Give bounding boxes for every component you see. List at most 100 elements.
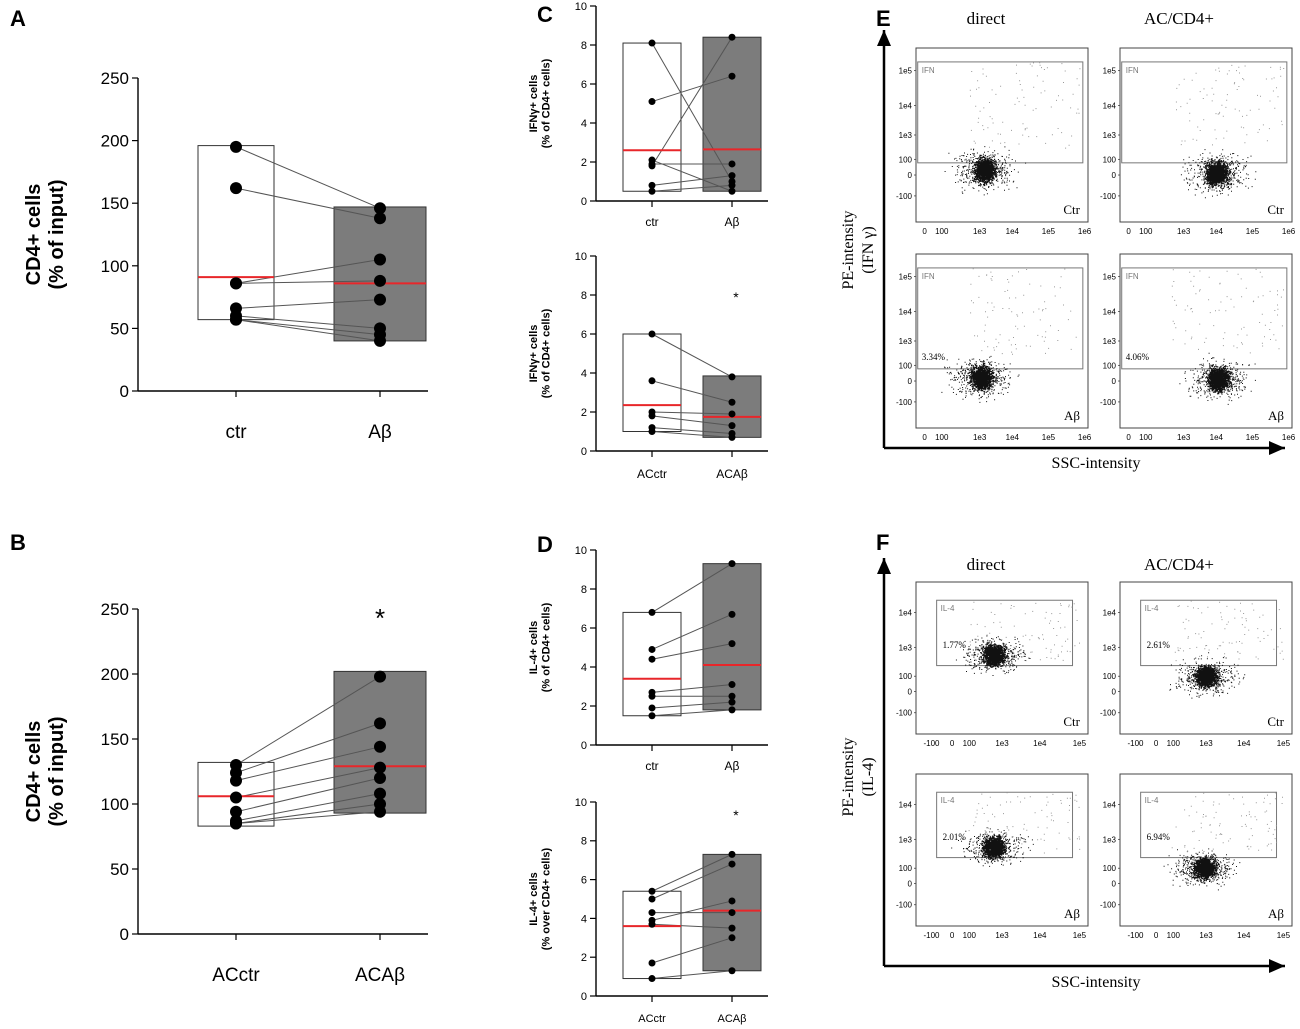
data-point bbox=[374, 740, 386, 753]
flow-y-tick-label: 0 bbox=[1112, 687, 1117, 696]
pair-line bbox=[651, 184, 733, 192]
flow-x-label: SSC-intensity bbox=[1052, 455, 1141, 472]
flow-x-tick-label: 0 bbox=[1154, 739, 1159, 748]
pair-line bbox=[651, 427, 733, 434]
chart-b: 0 50 100 150 200 250 ACctr ACAβ CD4+ cells(% of … bbox=[10, 530, 428, 986]
arrowhead-up-icon bbox=[877, 30, 891, 46]
data-point bbox=[374, 334, 386, 347]
flow-x-tick-label: 0 bbox=[1126, 433, 1131, 442]
flow-y-tick-label: 1e3 bbox=[1103, 835, 1117, 844]
data-point bbox=[728, 934, 736, 942]
gate-rectangle bbox=[1121, 267, 1288, 370]
data-point bbox=[230, 805, 242, 818]
flow-x-tick-label: 0 bbox=[1154, 931, 1159, 940]
data-point bbox=[648, 608, 656, 616]
category-label: ACctr bbox=[212, 965, 260, 986]
pair-line bbox=[235, 146, 381, 209]
chart-c-top: 0 2 4 6 8 10 ctr Aβ IFNγ+ cells(% of CD4+ cells)… bbox=[528, 1, 768, 229]
pair-line bbox=[235, 319, 381, 342]
flow-x-tick-label: 1e5 bbox=[1042, 433, 1056, 442]
y-tick-label: 150 bbox=[101, 730, 129, 749]
flow-y-tick-label: 1e4 bbox=[1103, 608, 1117, 617]
flow-x-tick-label: -100 bbox=[1127, 739, 1144, 748]
pair-line bbox=[651, 333, 733, 378]
y-tick-label: 250 bbox=[101, 600, 129, 619]
data-point bbox=[728, 897, 736, 905]
flow-y-tick-label: -100 bbox=[1100, 192, 1117, 201]
condition-label: Ctr bbox=[1063, 714, 1080, 729]
flow-y-tick-label: 0 bbox=[908, 687, 913, 696]
scatter-plot: 1e5 1e4 1e3 100 0 -100 0 100 1e3 1e4 1e5 1e6 IFN Ctr bbox=[1100, 47, 1296, 236]
y-axis-label-line: (% of input) bbox=[46, 717, 68, 827]
pair-line bbox=[651, 709, 733, 717]
event-cloud bbox=[1163, 848, 1241, 891]
flow-y-tick-label: 1e3 bbox=[899, 643, 913, 652]
condition-label: Aβ bbox=[1064, 408, 1080, 423]
pair-line bbox=[235, 803, 381, 824]
condition-label: Aβ bbox=[1268, 408, 1284, 423]
arrowhead-right-icon bbox=[1269, 441, 1285, 455]
flow-y-tick-label: 100 bbox=[899, 864, 913, 873]
pair-line bbox=[651, 75, 733, 103]
data-point bbox=[648, 712, 656, 720]
flow-y-label: PE-intensity (IL-4) bbox=[840, 737, 877, 816]
data-point bbox=[648, 330, 656, 338]
flow-x-tick-label: 1e5 bbox=[1246, 433, 1260, 442]
data-point bbox=[648, 428, 656, 435]
flow-y-tick-label: 100 bbox=[1103, 672, 1117, 681]
y-tick-label: 10 bbox=[575, 1, 587, 13]
y-tick-label: 0 bbox=[581, 446, 587, 458]
data-point bbox=[728, 410, 736, 418]
data-point bbox=[648, 704, 656, 712]
flow-y-label-line: PE-intensity bbox=[840, 737, 857, 816]
event-cloud bbox=[944, 146, 1027, 196]
chart-d-top: 0 2 4 6 8 10 ctr Aβ IL-4+ cells(% of CD4+ cells)… bbox=[528, 532, 768, 773]
y-tick-label: 8 bbox=[581, 290, 587, 302]
flow-x-tick-label: 0 bbox=[922, 433, 927, 442]
data-point bbox=[648, 181, 656, 189]
flow-x-tick-label: 1e3 bbox=[1177, 433, 1191, 442]
data-point bbox=[728, 967, 736, 975]
flow-y-tick-label: 1e4 bbox=[899, 608, 913, 617]
flow-x-tick-label: 100 bbox=[1167, 739, 1181, 748]
flow-x-label: SSC-intensity bbox=[1052, 974, 1141, 991]
event-cloud bbox=[1179, 352, 1256, 405]
event-cloud bbox=[1180, 149, 1257, 199]
flow-y-tick-label: 1e4 bbox=[899, 800, 913, 809]
y-tick-label: 6 bbox=[581, 874, 587, 886]
flow-y-label-line: (IFN γ) bbox=[860, 226, 877, 274]
data-point bbox=[648, 692, 656, 700]
condition-label: Aβ bbox=[1268, 906, 1284, 921]
scatter-plot: 1e4 1e3 100 0 -100 -100 0 100 1e3 1e4 1e5 IL-4 2.01%… bbox=[896, 773, 1089, 940]
data-point bbox=[728, 706, 736, 714]
pair-line bbox=[651, 431, 733, 438]
condition-label: Ctr bbox=[1267, 714, 1284, 729]
flow-x-tick-label: 1e5 bbox=[1042, 227, 1056, 236]
data-point bbox=[728, 33, 736, 41]
pair-line bbox=[235, 259, 381, 284]
data-point bbox=[230, 313, 242, 326]
y-tick-label: 100 bbox=[101, 257, 129, 276]
flow-y-tick-label: 100 bbox=[899, 672, 913, 681]
flow-x-tick-label: 1e4 bbox=[1033, 931, 1047, 940]
data-point bbox=[374, 787, 386, 800]
category-label: ACctr bbox=[637, 467, 667, 481]
data-point bbox=[728, 72, 736, 80]
flow-x-tick-label: 1e6 bbox=[1282, 433, 1296, 442]
y-tick-label: 4 bbox=[581, 913, 587, 925]
event-cloud bbox=[941, 355, 1020, 403]
data-point bbox=[728, 398, 736, 406]
flow-y-tick-label: 1e3 bbox=[899, 835, 913, 844]
gate-rectangle bbox=[917, 267, 1084, 370]
y-tick-label: 10 bbox=[575, 545, 587, 557]
gate-label: IFN bbox=[1126, 272, 1139, 281]
data-point bbox=[648, 98, 656, 106]
gate-label: IL-4 bbox=[1145, 604, 1159, 613]
y-tick-label: 250 bbox=[101, 69, 129, 88]
data-point bbox=[648, 655, 656, 663]
y-tick-label: 8 bbox=[581, 584, 587, 596]
gate-label: IL-4 bbox=[941, 604, 955, 613]
plot-frame bbox=[1119, 47, 1293, 223]
gate-percentage: 1.77% bbox=[943, 640, 967, 650]
data-point bbox=[728, 373, 736, 381]
